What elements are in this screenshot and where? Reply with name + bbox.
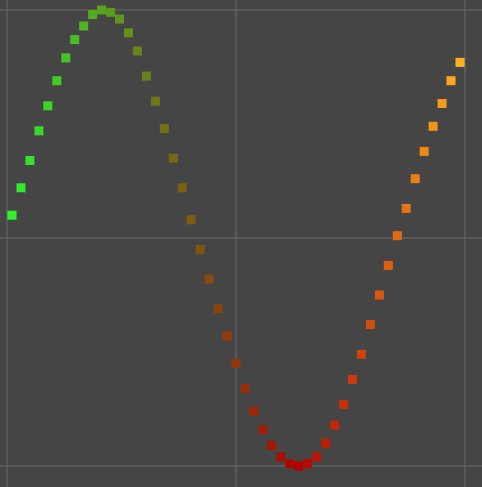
- data-point: [97, 5, 107, 15]
- data-point: [285, 459, 295, 469]
- data-point: [141, 71, 151, 81]
- data-point: [276, 452, 286, 462]
- data-point: [249, 406, 259, 416]
- data-point: [222, 331, 232, 341]
- data-point: [348, 374, 357, 384]
- data-point: [34, 126, 44, 136]
- data-point: [7, 210, 17, 220]
- data-point: [339, 399, 348, 409]
- data-point: [294, 461, 304, 471]
- data-point: [79, 21, 89, 31]
- data-point: [124, 28, 133, 38]
- data-point: [410, 174, 420, 184]
- data-point: [231, 358, 241, 368]
- data-point: [52, 76, 62, 86]
- data-point: [115, 14, 124, 24]
- data-point: [455, 57, 465, 67]
- data-point: [374, 290, 384, 300]
- data-point: [267, 441, 277, 450]
- data-point: [132, 46, 142, 56]
- data-point: [195, 244, 205, 254]
- data-point: [428, 121, 438, 131]
- data-point: [16, 183, 26, 193]
- data-point: [61, 53, 71, 63]
- data-series: [7, 5, 465, 471]
- data-point: [383, 260, 393, 270]
- data-point: [258, 425, 268, 434]
- data-point: [330, 420, 340, 430]
- data-point: [88, 10, 98, 20]
- data-point: [177, 183, 187, 193]
- data-point: [356, 349, 366, 359]
- data-point: [213, 304, 223, 314]
- data-point: [25, 156, 35, 165]
- data-point: [437, 99, 447, 108]
- data-point: [365, 320, 375, 330]
- data-point: [159, 124, 169, 134]
- data-point: [312, 452, 322, 462]
- data-point: [106, 7, 116, 17]
- data-point: [186, 215, 196, 225]
- data-point: [321, 438, 331, 448]
- data-point: [392, 231, 402, 241]
- data-point: [446, 76, 456, 86]
- data-point: [43, 101, 53, 111]
- data-point: [240, 384, 250, 393]
- data-point: [150, 96, 160, 106]
- data-point: [168, 153, 178, 163]
- data-point: [419, 146, 429, 156]
- data-point: [303, 459, 313, 469]
- data-point: [70, 35, 80, 45]
- data-point: [401, 203, 411, 213]
- data-point: [204, 274, 214, 284]
